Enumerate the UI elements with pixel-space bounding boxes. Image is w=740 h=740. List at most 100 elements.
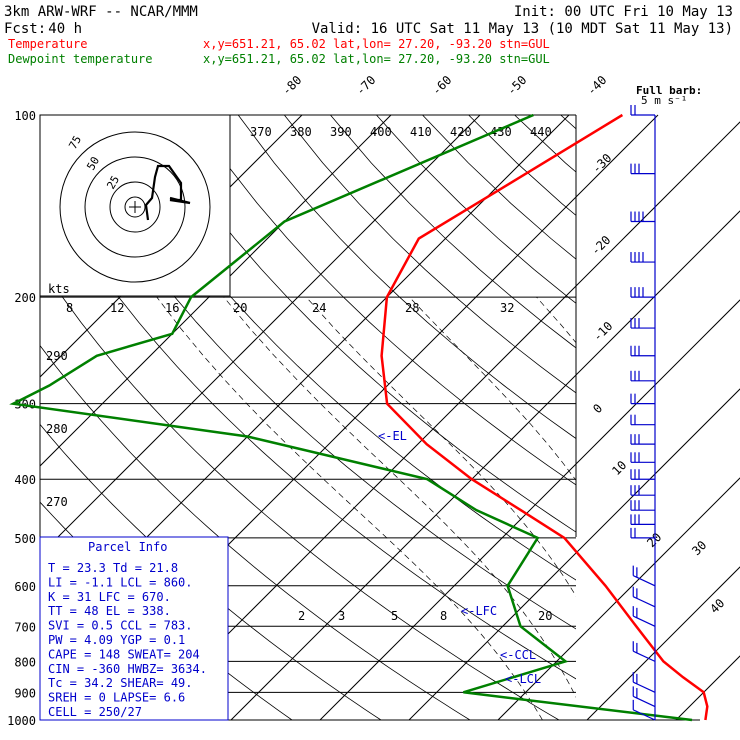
moist-adiabat: [536, 296, 576, 344]
isotherm-label: -30: [589, 151, 614, 176]
marker-lfc: <-LFC: [461, 604, 497, 618]
wind-barb: [630, 252, 655, 263]
moist-adiabat: [223, 296, 576, 698]
wind-barb: [630, 211, 655, 223]
dry-adiabat: [376, 115, 576, 304]
parcel-row: PW = 4.09 YGP = 0.1: [48, 633, 185, 647]
isotherm-label: -10: [590, 319, 615, 344]
wind-barb: [630, 414, 655, 426]
pressure-label: 100: [14, 109, 36, 123]
isotherm: [40, 114, 481, 556]
wind-barb: [630, 500, 655, 511]
dry-adiabat: [422, 115, 576, 260]
wind-barb: [630, 345, 655, 357]
isotherm-grid: [40, 114, 740, 721]
wind-barb: [632, 686, 656, 708]
parcel-row: T = 23.3 Td = 21.8: [48, 561, 178, 575]
isotherm: [230, 210, 740, 721]
hodograph-speed-label: 20: [233, 301, 247, 315]
hodograph-ring: [84, 156, 186, 258]
wind-barb: [630, 163, 655, 175]
hodograph-ring-label: 50: [84, 155, 102, 173]
theta-label: 420: [450, 125, 472, 139]
isotherm: [497, 477, 740, 721]
dewpoint-legend: Dewpoint temperature: [8, 52, 153, 66]
dry-adiabat: [40, 177, 576, 680]
header: 3km ARW-WRF -- NCAR/MMM Init: 00 UTC Fri…: [4, 4, 733, 66]
parcel-row: SREH = 0 LAPSE= 6.6: [48, 691, 185, 705]
wind-barbs: Full barb: 5 m s⁻¹: [630, 84, 702, 721]
dry-adiabat: [560, 115, 576, 130]
mixing-ratio-label: 5: [391, 609, 398, 623]
dry-adiabat: [468, 115, 576, 216]
pressure-label: 1000: [7, 714, 36, 728]
isotherm-label: -40: [584, 73, 609, 98]
parcel-row: CELL = 250/27: [48, 705, 142, 719]
isotherm-label: -50: [504, 73, 529, 98]
wind-barb: [630, 514, 655, 525]
valid-time: Valid: 16 UTC Sat 11 May 13 (10 MDT Sat …: [312, 21, 733, 37]
theta-label: 410: [410, 125, 432, 139]
isotherm-label: 40: [707, 596, 727, 616]
pressure-label: 900: [14, 686, 36, 700]
theta-label: 380: [290, 125, 312, 139]
parcel-title: Parcel Info: [88, 540, 167, 554]
wind-barb: [630, 105, 655, 116]
dry-adiabat-grid: [40, 115, 740, 720]
theta-label: 290: [46, 349, 68, 363]
dry-adiabat: [699, 115, 740, 720]
temperature-curve: [380, 113, 709, 721]
isotherm-label: -60: [429, 73, 454, 98]
hodograph-ring-label: 25: [104, 174, 122, 192]
wind-barb: [632, 641, 656, 662]
theta-label: 280: [46, 422, 68, 436]
moist-adiabat-grid: [156, 296, 740, 720]
wind-barb: [630, 485, 655, 496]
dry-adiabat: [514, 115, 576, 173]
wind-barb: [630, 452, 655, 463]
pressure-label: 500: [14, 532, 36, 546]
pressure-label: 700: [14, 620, 36, 634]
barb-legend-title: Full barb:: [636, 84, 702, 97]
wind-barb: [632, 586, 656, 608]
marker-lcl: <-LCL: [505, 672, 541, 686]
moist-adiabat: [676, 297, 740, 720]
dry-adiabat: [237, 115, 576, 440]
barb-legend-unit: 5 m s⁻¹: [641, 94, 687, 107]
mixing-ratio-label: 3: [338, 609, 345, 623]
hodograph-trace: [144, 164, 191, 221]
isotherm-label: 30: [689, 538, 709, 558]
parcel-info-box: Parcel Info T = 23.3 Td = 21.8LI = -1.1 …: [39, 536, 229, 721]
wind-barb: [630, 527, 655, 539]
model-title: 3km ARW-WRF -- NCAR/MMM: [4, 4, 198, 20]
hodograph-ring-label: 75: [66, 134, 84, 152]
isotherm: [675, 655, 740, 721]
dry-adiabat: [283, 115, 576, 394]
wind-barb: [630, 287, 655, 298]
pressure-label: 800: [14, 655, 36, 669]
dry-adiabat: [99, 115, 576, 581]
hodograph-speed-label: 28: [405, 301, 419, 315]
wind-barb: [632, 699, 656, 721]
isotherm-label: -70: [353, 73, 378, 98]
fcst-label: Fcst:: [4, 21, 46, 37]
theta-label: 370: [250, 125, 272, 139]
isotherm-label: -20: [588, 233, 613, 258]
hodograph-ring: [124, 196, 146, 218]
pressure-label: 600: [14, 580, 36, 594]
hodograph-unit: kts: [48, 282, 70, 296]
hodograph-speed-label: 12: [110, 301, 124, 315]
theta-label: 400: [370, 125, 392, 139]
sounding-curves: <-EL <-LFC <-CCL <-LCL: [9, 113, 709, 722]
theta-label: 440: [530, 125, 552, 139]
theta-label: 430: [490, 125, 512, 139]
dry-adiabat: [40, 344, 471, 720]
parcel-row: CAPE = 148 SWEAT= 204: [48, 647, 200, 661]
wind-barb: [632, 565, 656, 587]
wind-barb: [630, 434, 655, 445]
moist-adiabat: [409, 296, 576, 481]
mixing-ratio-label: 20: [538, 609, 552, 623]
wind-barb: [630, 318, 655, 329]
pressure-label: 400: [14, 473, 36, 487]
